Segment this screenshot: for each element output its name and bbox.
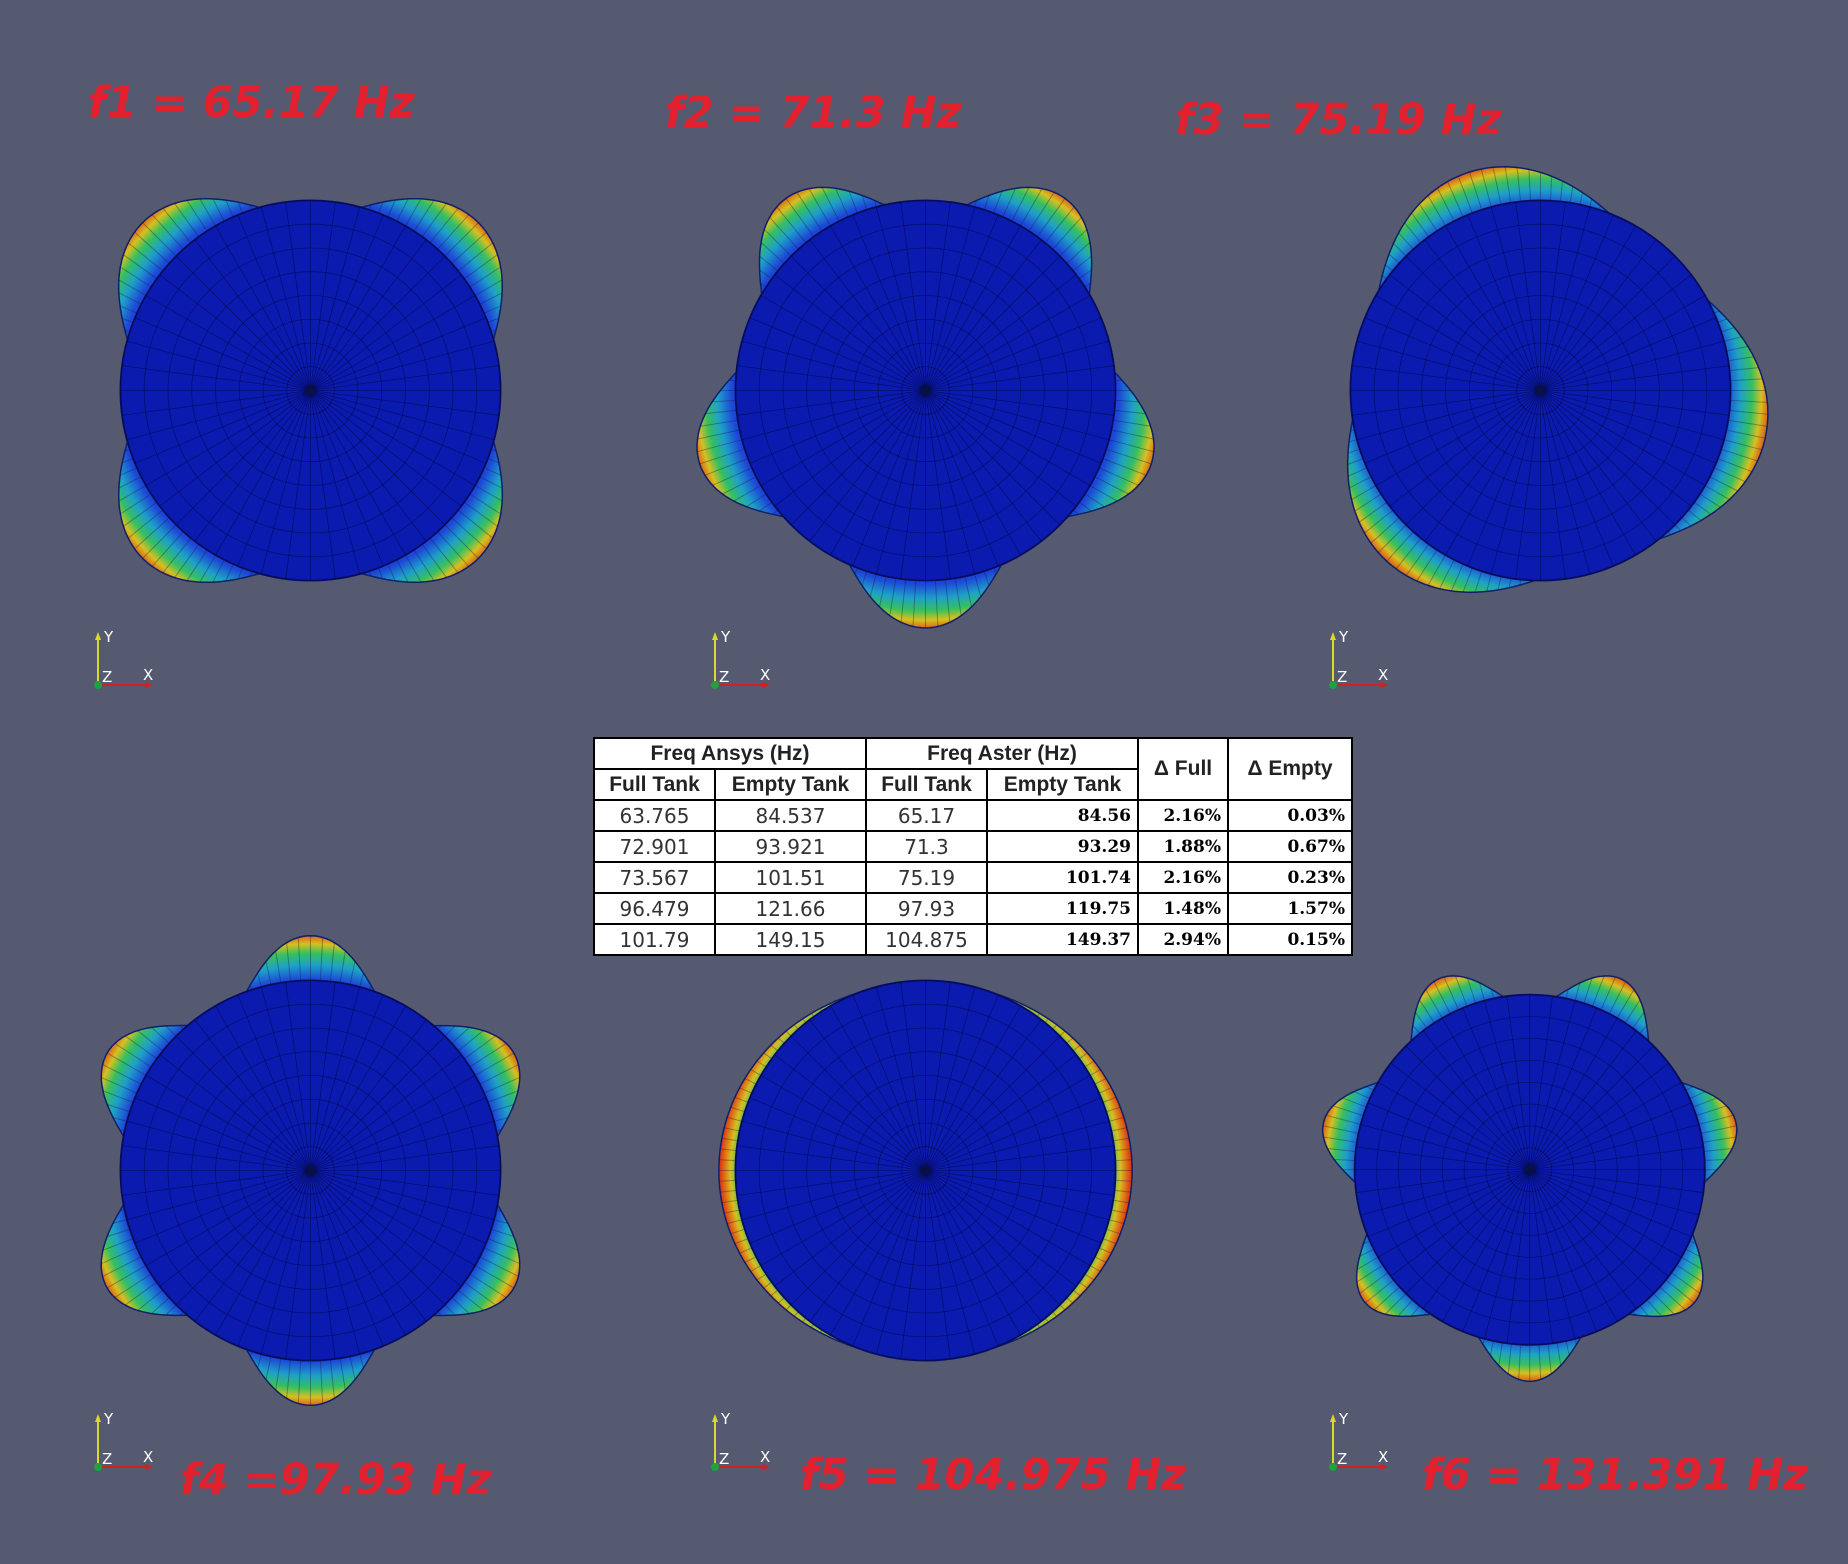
table-cell: 93.29 bbox=[986, 830, 1139, 863]
axis-x-label: X bbox=[760, 1448, 770, 1466]
table-cell: 84.56 bbox=[986, 799, 1139, 832]
axis-x-label: X bbox=[143, 1448, 153, 1466]
mode-5-shape bbox=[717, 979, 1133, 1361]
table-cell: 97.93 bbox=[865, 892, 988, 925]
table-cell: 101.79 bbox=[593, 923, 716, 956]
mode-1-shape bbox=[117, 197, 503, 583]
subheader-aster-full: Full Tank bbox=[865, 768, 988, 801]
table-cell: 101.74 bbox=[986, 861, 1139, 894]
axis-y-label: Y bbox=[103, 1410, 114, 1428]
table-cell: 1.57% bbox=[1227, 892, 1353, 925]
axis-y-label: Y bbox=[103, 628, 114, 646]
table-row: 72.901 93.921 71.3 93.29 1.88% 0.67% bbox=[593, 830, 1353, 863]
axis-x-label: X bbox=[760, 666, 770, 684]
axis-x-label: X bbox=[143, 666, 153, 684]
table-cell: 96.479 bbox=[593, 892, 716, 925]
axis-z-label: Z bbox=[102, 1450, 112, 1468]
mode-4-shape bbox=[99, 934, 521, 1406]
header-delta-full: Δ Full bbox=[1137, 737, 1229, 801]
axis-y-label: Y bbox=[1338, 1410, 1349, 1428]
header-freq-ansys: Freq Ansys (Hz) bbox=[593, 737, 867, 770]
header-freq-aster: Freq Aster (Hz) bbox=[865, 737, 1139, 770]
mode-3-label: f3 = 75.19 Hz bbox=[1175, 95, 1502, 145]
mode-6-label: f6 = 131.391 Hz bbox=[1422, 1450, 1809, 1500]
table-cell: 75.19 bbox=[865, 861, 988, 894]
axis-z-label: Z bbox=[719, 1450, 729, 1468]
table-row: 96.479 121.66 97.93 119.75 1.48% 1.57% bbox=[593, 892, 1353, 925]
axis-triad: Y Z X bbox=[1329, 1410, 1388, 1471]
table-row: 101.79 149.15 104.875 149.37 2.94% 0.15% bbox=[593, 923, 1353, 956]
axis-triad: Y Z X bbox=[94, 628, 153, 689]
table-cell: 1.88% bbox=[1137, 830, 1229, 863]
axis-triad: Y Z X bbox=[711, 628, 770, 689]
axis-triad: Y Z X bbox=[94, 1410, 153, 1471]
axis-z-label: Z bbox=[719, 668, 729, 686]
axis-triad: Y Z X bbox=[1329, 628, 1388, 689]
table-cell: 0.67% bbox=[1227, 830, 1353, 863]
table-cell: 104.875 bbox=[865, 923, 988, 956]
axis-y-label: Y bbox=[1338, 628, 1349, 646]
mode-4-label: f4 =97.93 Hz bbox=[180, 1455, 492, 1505]
axis-triad: Y Z X bbox=[711, 1410, 770, 1471]
table-cell: 149.15 bbox=[714, 923, 867, 956]
axis-z-label: Z bbox=[1337, 1450, 1347, 1468]
mode-2-label: f2 = 71.3 Hz bbox=[665, 88, 962, 138]
table-cell: 121.66 bbox=[714, 892, 867, 925]
table-cell: 0.03% bbox=[1227, 799, 1353, 832]
table-cell: 2.16% bbox=[1137, 799, 1229, 832]
table-cell: 72.901 bbox=[593, 830, 716, 863]
table-cell: 2.16% bbox=[1137, 861, 1229, 894]
table-cell: 65.17 bbox=[865, 799, 988, 832]
table-cell: 101.51 bbox=[714, 861, 867, 894]
mode-2-shape bbox=[695, 186, 1155, 629]
table-cell: 149.37 bbox=[986, 923, 1139, 956]
mode-5-label: f5 = 104.975 Hz bbox=[800, 1450, 1187, 1500]
header-delta-empty: Δ Empty bbox=[1227, 737, 1353, 801]
table-cell: 119.75 bbox=[986, 892, 1139, 925]
table-cell: 93.921 bbox=[714, 830, 867, 863]
table-cell: 71.3 bbox=[865, 830, 988, 863]
frequency-comparison-table: Freq Ansys (Hz) Freq Aster (Hz) Δ Full Δ… bbox=[593, 737, 1353, 956]
table-cell: 0.23% bbox=[1227, 861, 1353, 894]
table-cell: 63.765 bbox=[593, 799, 716, 832]
axis-z-label: Z bbox=[102, 668, 112, 686]
subheader-ansys-full: Full Tank bbox=[593, 768, 716, 801]
axis-x-label: X bbox=[1378, 666, 1388, 684]
mode-3-shape bbox=[1346, 165, 1769, 593]
subheader-ansys-empty: Empty Tank bbox=[714, 768, 867, 801]
subheader-aster-empty: Empty Tank bbox=[986, 768, 1139, 801]
table-cell: 0.15% bbox=[1227, 923, 1353, 956]
mode-1-label: f1 = 65.17 Hz bbox=[88, 78, 415, 128]
table-row: 73.567 101.51 75.19 101.74 2.16% 0.23% bbox=[593, 861, 1353, 894]
table-row: 63.765 84.537 65.17 84.56 2.16% 0.03% bbox=[593, 799, 1353, 832]
axis-y-label: Y bbox=[720, 628, 731, 646]
table-cell: 2.94% bbox=[1137, 923, 1229, 956]
axis-y-label: Y bbox=[720, 1410, 731, 1428]
table-cell: 73.567 bbox=[593, 861, 716, 894]
axis-x-label: X bbox=[1378, 1448, 1388, 1466]
mode-6-shape bbox=[1322, 975, 1738, 1383]
axis-z-label: Z bbox=[1337, 668, 1347, 686]
table-cell: 1.48% bbox=[1137, 892, 1229, 925]
table-cell: 84.537 bbox=[714, 799, 867, 832]
